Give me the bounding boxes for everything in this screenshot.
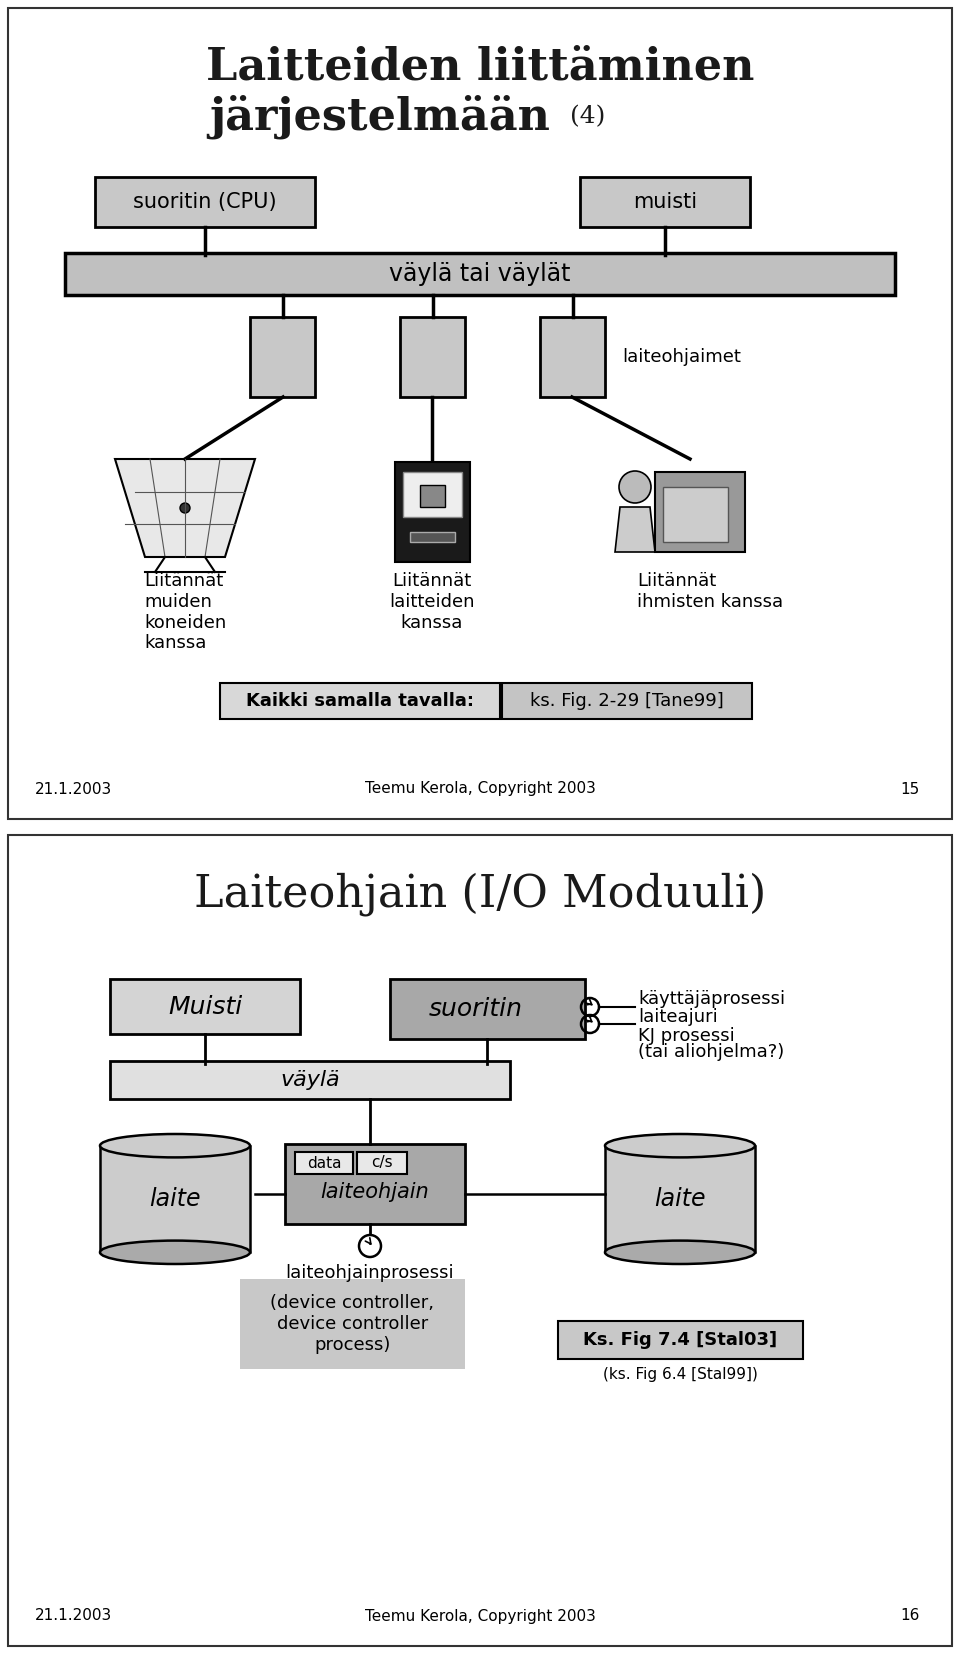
Text: laiteohjaimet: laiteohjaimet <box>622 347 741 366</box>
Text: Muisti: Muisti <box>168 994 242 1019</box>
Text: Kaikki samalla tavalla:: Kaikki samalla tavalla: <box>246 691 474 710</box>
FancyBboxPatch shape <box>65 253 895 294</box>
Text: KJ prosessi: KJ prosessi <box>638 1027 734 1045</box>
Text: 16: 16 <box>900 1608 920 1624</box>
Circle shape <box>180 503 190 513</box>
FancyBboxPatch shape <box>580 177 750 227</box>
FancyBboxPatch shape <box>295 1151 353 1174</box>
Text: väylä tai väylät: väylä tai väylät <box>389 261 571 286</box>
Text: Laiteohjain (I/O Moduuli): Laiteohjain (I/O Moduuli) <box>194 872 766 916</box>
Text: 21.1.2003: 21.1.2003 <box>35 1608 112 1624</box>
Ellipse shape <box>605 1240 755 1264</box>
FancyBboxPatch shape <box>410 533 455 543</box>
Text: 21.1.2003: 21.1.2003 <box>35 781 112 797</box>
FancyBboxPatch shape <box>403 471 462 518</box>
Text: väylä: väylä <box>280 1070 340 1090</box>
FancyBboxPatch shape <box>663 486 728 543</box>
Text: (4): (4) <box>570 106 606 129</box>
Text: 15: 15 <box>900 781 920 797</box>
Text: Ks. Fig 7.4 [Stal03]: Ks. Fig 7.4 [Stal03] <box>584 1331 778 1350</box>
Ellipse shape <box>100 1240 250 1264</box>
Polygon shape <box>115 460 255 557</box>
FancyBboxPatch shape <box>395 461 470 562</box>
Ellipse shape <box>100 1135 250 1158</box>
Text: ks. Fig. 2-29 [Tane99]: ks. Fig. 2-29 [Tane99] <box>530 691 724 710</box>
Text: suoritin (CPU): suoritin (CPU) <box>133 192 276 212</box>
Text: (ks. Fig 6.4 [Stal99]): (ks. Fig 6.4 [Stal99]) <box>603 1368 758 1383</box>
Text: Liitännät
ihmisten kanssa: Liitännät ihmisten kanssa <box>636 572 783 610</box>
Text: Laitteiden liittäminen: Laitteiden liittäminen <box>205 46 755 89</box>
Text: laiteajuri: laiteajuri <box>638 1007 718 1025</box>
Text: suoritin: suoritin <box>428 997 522 1021</box>
FancyBboxPatch shape <box>558 1322 803 1360</box>
Text: Teemu Kerola, Copyright 2003: Teemu Kerola, Copyright 2003 <box>365 781 595 797</box>
Circle shape <box>619 471 651 503</box>
Ellipse shape <box>605 1135 755 1158</box>
FancyBboxPatch shape <box>100 1146 250 1252</box>
Text: järjestelmään: järjestelmään <box>209 94 550 139</box>
FancyBboxPatch shape <box>502 683 752 719</box>
FancyBboxPatch shape <box>110 979 300 1034</box>
FancyBboxPatch shape <box>357 1151 407 1174</box>
Polygon shape <box>615 508 655 552</box>
FancyBboxPatch shape <box>110 1060 510 1098</box>
Text: Teemu Kerola, Copyright 2003: Teemu Kerola, Copyright 2003 <box>365 1608 595 1624</box>
FancyBboxPatch shape <box>655 471 745 552</box>
Text: (device controller,
device controller
process): (device controller, device controller pr… <box>271 1293 435 1355</box>
Text: käyttäjäprosessi: käyttäjäprosessi <box>638 991 785 1007</box>
Text: laiteohjain: laiteohjain <box>321 1183 429 1202</box>
Text: Liitännät
laitteiden
kanssa: Liitännät laitteiden kanssa <box>389 572 475 632</box>
Text: Liitännät
muiden
koneiden
kanssa: Liitännät muiden koneiden kanssa <box>144 572 227 652</box>
FancyBboxPatch shape <box>605 1146 755 1252</box>
FancyBboxPatch shape <box>95 177 315 227</box>
Text: muisti: muisti <box>633 192 697 212</box>
FancyBboxPatch shape <box>240 1279 465 1370</box>
Text: (tai aliohjelma?): (tai aliohjelma?) <box>638 1044 784 1060</box>
Text: c/s: c/s <box>372 1156 393 1171</box>
FancyBboxPatch shape <box>540 318 605 397</box>
FancyBboxPatch shape <box>390 979 585 1039</box>
FancyBboxPatch shape <box>400 318 465 397</box>
Text: laite: laite <box>655 1188 706 1211</box>
Text: data: data <box>307 1156 341 1171</box>
FancyBboxPatch shape <box>220 683 500 719</box>
FancyBboxPatch shape <box>420 485 445 508</box>
Text: laite: laite <box>149 1188 201 1211</box>
FancyBboxPatch shape <box>285 1145 465 1224</box>
FancyBboxPatch shape <box>250 318 315 397</box>
Text: laiteohjainprosessi: laiteohjainprosessi <box>286 1264 454 1282</box>
